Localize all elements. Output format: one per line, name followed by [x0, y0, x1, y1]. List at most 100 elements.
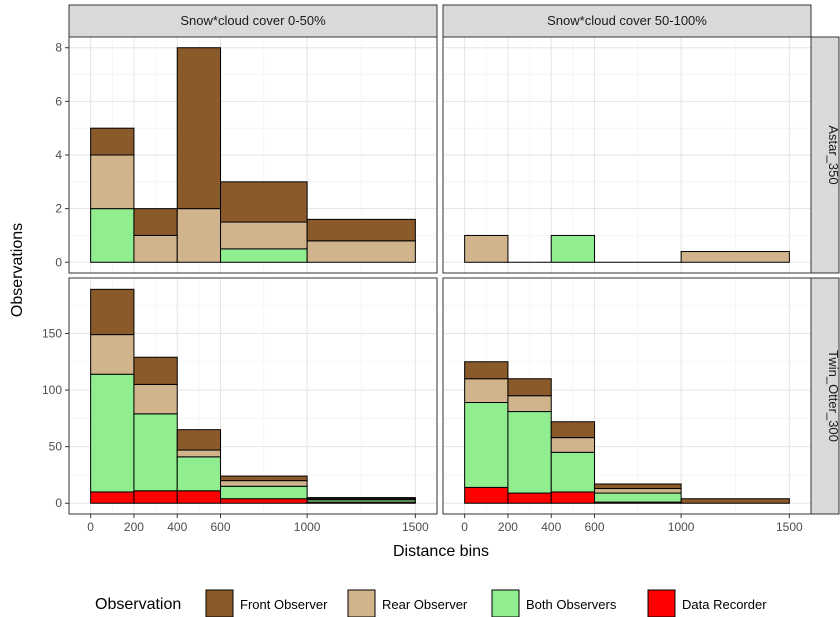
bar-front-observer: [176, 429, 222, 451]
bar-rear-observer: [680, 251, 790, 263]
bar-rear-observer: [90, 334, 135, 375]
bar-rear-observer: [306, 240, 416, 263]
bar-front-observer: [507, 378, 552, 397]
bar-both-observers: [90, 373, 135, 493]
bar-front-observer: [594, 483, 682, 490]
y-tick-label: 2: [55, 202, 62, 216]
x-tick-label: 0: [461, 520, 468, 534]
bar-data-recorder: [550, 491, 596, 504]
legend-item-rear-observer: Rear Observer: [347, 589, 468, 617]
bar-rear-observer: [220, 221, 308, 250]
bar-rear-observer: [220, 480, 308, 487]
x-tick-label: 1500: [776, 520, 803, 534]
legend-label-rear-observer: Rear Observer: [382, 597, 468, 612]
column-strip-2: [442, 4, 812, 38]
panel-border: [442, 36, 812, 274]
bar-rear-observer: [594, 488, 682, 494]
bar-rear-observer: [133, 383, 178, 415]
y-tick-label: 6: [55, 94, 62, 108]
panel-r1-c2: [443, 37, 811, 273]
bar-rear-observer: [133, 234, 178, 263]
x-tick-label: 1500: [402, 520, 429, 534]
bar-both-observers: [464, 402, 509, 488]
bar-front-observer: [306, 497, 416, 500]
column-strip-1: [68, 4, 438, 38]
bar-rear-observer: [550, 437, 596, 453]
x-tick-label: 400: [541, 520, 561, 534]
x-axis-title: Distance bins: [393, 543, 489, 560]
bar-data-recorder: [464, 486, 509, 504]
row-strip-2: [810, 277, 840, 515]
legend-item-both-observers: Both Observers: [491, 589, 617, 617]
bar-front-observer: [90, 288, 135, 336]
bar-front-observer: [176, 47, 222, 210]
bar-front-observer: [550, 421, 596, 439]
bar-front-observer: [133, 208, 178, 236]
panel-border: [68, 277, 438, 515]
panel-border: [442, 277, 812, 515]
bars-r1-c2: [464, 234, 790, 263]
x-tick-label: 1000: [668, 520, 695, 534]
y-tick-label: 0: [55, 255, 62, 269]
y-tick-label: 50: [49, 440, 63, 454]
bar-front-observer: [220, 475, 308, 482]
x-tick-label: 200: [124, 520, 144, 534]
bar-rear-observer: [464, 378, 509, 404]
x-tick-label: 400: [167, 520, 187, 534]
bar-data-recorder: [220, 498, 308, 504]
x-tick-label: 0: [87, 520, 94, 534]
bar-front-observer: [464, 361, 509, 380]
row-strip-label-2: Twin_Otter_300: [826, 350, 840, 442]
x-tick-label: 600: [585, 520, 605, 534]
bar-front-observer: [680, 498, 790, 504]
bar-front-observer: [133, 356, 178, 385]
bar-both-observers: [220, 485, 308, 500]
legend-title: Observation: [95, 596, 181, 613]
column-strip-label-2: Snow*cloud cover 50-100%: [547, 13, 707, 28]
bar-data-recorder: [90, 491, 135, 504]
bar-both-observers: [176, 456, 222, 492]
bar-both-observers: [133, 413, 178, 492]
bar-both-observers: [550, 451, 596, 493]
legend-key-both-observers: [491, 589, 520, 617]
bar-both-observers: [220, 248, 308, 263]
bars-r2-c1: [90, 288, 416, 504]
y-tick-label: 100: [42, 383, 62, 397]
bar-rear-observer: [464, 234, 509, 263]
bars-r1-c1: [90, 47, 416, 263]
column-strip-label-1: Snow*cloud cover 0-50%: [180, 13, 326, 28]
bar-front-observer: [90, 127, 135, 156]
legend-key-data-recorder: [647, 589, 676, 617]
facet-panels: Snow*cloud cover 0-50% Snow*cloud cover 5…: [42, 4, 840, 534]
x-tick-label: 1000: [294, 520, 321, 534]
legend-item-data-recorder: Data Recorder: [647, 589, 767, 617]
bar-data-recorder: [133, 490, 178, 504]
legend-label-data-recorder: Data Recorder: [682, 597, 767, 612]
y-tick-label: 4: [55, 148, 62, 162]
bar-rear-observer: [90, 154, 135, 210]
bar-rear-observer: [176, 208, 222, 263]
row-strip-label-1: Astar_350: [826, 125, 840, 184]
bar-both-observers: [507, 411, 552, 494]
bar-front-observer: [220, 181, 308, 223]
bar-data-recorder: [176, 490, 222, 504]
legend-label-front-observer: Front Observer: [240, 597, 328, 612]
bar-data-recorder: [507, 492, 552, 504]
legend-key-rear-observer: [347, 589, 376, 617]
x-tick-label: 600: [211, 520, 231, 534]
bar-rear-observer: [176, 449, 222, 458]
bar-both-observers: [550, 234, 596, 263]
y-tick-label: 0: [55, 496, 62, 510]
bar-front-observer: [306, 218, 416, 242]
legend-key-front-observer: [205, 589, 234, 617]
legend-item-front-observer: Front Observer: [205, 589, 328, 617]
bars-r2-c2: [464, 361, 790, 504]
legend: Observation Front Observer Rear Observer B…: [95, 589, 767, 617]
bar-both-observers: [594, 492, 682, 503]
bar-both-observers: [90, 208, 135, 263]
y-tick-label: 150: [42, 326, 62, 340]
y-tick-label: 8: [55, 41, 62, 55]
x-tick-label: 200: [498, 520, 518, 534]
legend-label-both-observers: Both Observers: [526, 597, 617, 612]
